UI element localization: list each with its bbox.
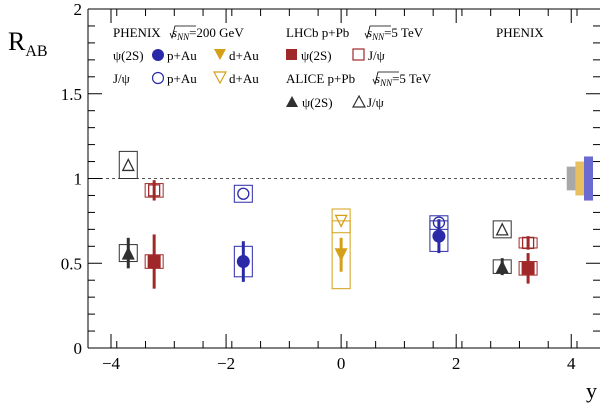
- data-point-marker: [495, 260, 509, 274]
- data-point-marker: [121, 157, 135, 172]
- legend-alice-header: ALICE p+Pb: [286, 71, 355, 86]
- legend-alice-sqrt-sign: [372, 71, 399, 86]
- legend-phenix-jpsi-label: J/ψ: [113, 71, 130, 86]
- y-tick-label: 2: [74, 0, 83, 19]
- x-axis-title: y: [586, 378, 597, 403]
- y-tick-label: 0: [74, 339, 83, 358]
- axes: 0 0.5 1 1.5 2 −4 −2 0 2 4: [61, 0, 600, 373]
- data-point-marker: [495, 222, 509, 236]
- data-point-marker: [334, 214, 348, 228]
- data-points: [118, 150, 593, 290]
- legend-lhcb-sqrt-sign: [364, 25, 391, 40]
- data-point-marker: [121, 246, 135, 260]
- legend-dau-psi2s-marker: [214, 49, 226, 60]
- data-point-marker: [237, 187, 250, 200]
- legend-alice-jpsi-label: J/ψ: [367, 95, 384, 110]
- legend-alice-jpsi-marker: [351, 94, 367, 108]
- data-point-marker: [147, 255, 161, 269]
- data-point-marker: [334, 248, 348, 262]
- legend-lhcb-psi2s-label: ψ(2S): [301, 48, 332, 63]
- legend-pau-jpsi-marker: [151, 71, 165, 85]
- legend-pau-psi2s-marker: [152, 49, 164, 61]
- data-point-marker: [521, 261, 535, 275]
- global-uncertainty-box: [583, 156, 593, 201]
- x-tick-label: 4: [567, 354, 576, 373]
- legend: PHENIX sNN=200 GeV ψ(2S) p+Au d+Au J/ψ p…: [113, 25, 544, 110]
- systematic-box: [331, 220, 351, 290]
- data-point-marker: [521, 236, 535, 250]
- systematic-box: [331, 208, 351, 234]
- legend-lhcb-header: LHCb p+Pb: [286, 25, 349, 40]
- legend-pau-psi2s-label: p+Au: [167, 48, 197, 63]
- legend-phenix-header: PHENIX: [113, 25, 161, 40]
- x-tick-label: −4: [102, 354, 121, 373]
- y-tick-label: 0.5: [61, 254, 82, 273]
- data-point-marker: [148, 184, 161, 197]
- data-point-marker: [432, 229, 446, 243]
- data-point-marker: [432, 216, 446, 229]
- legend-lhcb-energy: sNN=5 TeV: [367, 25, 424, 42]
- y-tick-label: 1: [74, 170, 83, 189]
- global-uncertainty-box: [566, 166, 576, 191]
- legend-pau-jpsi-label: p+Au: [167, 71, 197, 86]
- legend-phenix-psi2s-label: ψ(2S): [113, 48, 144, 63]
- legend-phenix-energy: sNN=200 GeV: [172, 25, 244, 42]
- global-uncertainty-box: [575, 161, 585, 196]
- y-axis-title: RAB: [8, 27, 48, 60]
- legend-dau-psi2s-label: d+Au: [229, 48, 259, 63]
- data-point-marker: [236, 255, 250, 269]
- y-tick-label: 1.5: [61, 85, 82, 104]
- legend-lhcb-psi2s-marker: [286, 49, 297, 60]
- systematic-box: [429, 215, 449, 230]
- systematic-box: [233, 184, 253, 203]
- systematic-box: [492, 220, 512, 239]
- legend-alice-energy: sNN=5 TeV: [375, 71, 432, 88]
- legend-lhcb-jpsi-marker: [352, 48, 365, 61]
- legend-global-label: PHENIX: [496, 25, 544, 40]
- legend-dau-jpsi-marker: [212, 71, 228, 85]
- legend-phenix-sqrt-sign: [169, 25, 196, 40]
- x-tick-label: 0: [337, 354, 346, 373]
- legend-alice-psi2s-marker: [286, 96, 298, 107]
- systematic-box: [118, 150, 138, 180]
- legend-lhcb-jpsi-label: J/ψ: [368, 48, 385, 63]
- x-tick-label: 2: [452, 354, 461, 373]
- legend-dau-jpsi-label: d+Au: [229, 71, 259, 86]
- legend-alice-psi2s-label: ψ(2S): [302, 95, 333, 110]
- x-tick-label: −2: [217, 354, 235, 373]
